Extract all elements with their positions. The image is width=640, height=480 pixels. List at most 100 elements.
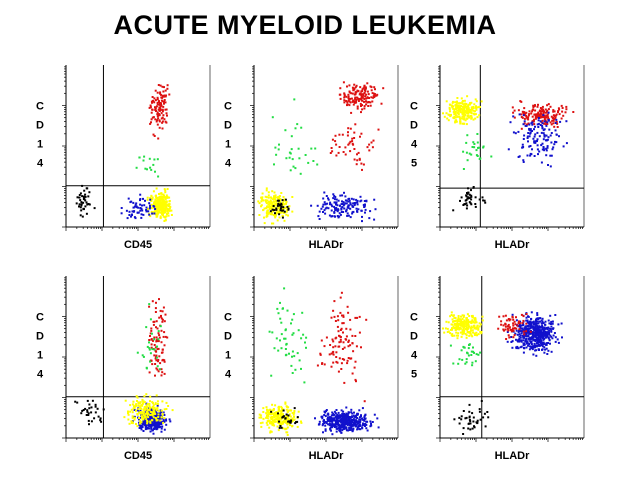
event-dot <box>470 112 473 115</box>
event-dot <box>162 335 165 338</box>
event-dot <box>141 423 144 426</box>
event-dot <box>317 215 320 218</box>
event-dot <box>340 425 343 428</box>
event-dot <box>356 417 359 419</box>
event-dot <box>460 335 463 338</box>
event-dot <box>155 204 158 207</box>
event-dot <box>446 117 449 120</box>
event-dot <box>166 84 169 87</box>
event-dot <box>156 158 159 161</box>
event-dot <box>152 100 155 103</box>
event-dot <box>454 121 457 124</box>
event-dot <box>474 333 477 335</box>
event-dot <box>150 408 152 411</box>
event-dot <box>459 327 462 330</box>
event-dot <box>470 153 473 156</box>
event-dot <box>534 331 537 334</box>
event-dot <box>273 418 276 421</box>
event-dot <box>554 122 557 124</box>
event-dot <box>331 425 333 428</box>
event-dot <box>272 200 275 203</box>
event-dot <box>540 112 542 115</box>
event-dot <box>133 210 136 213</box>
event-dot <box>470 106 473 109</box>
event-dot <box>151 116 154 119</box>
event-dot <box>134 203 137 206</box>
event-dot <box>360 93 362 96</box>
event-dot <box>82 409 85 411</box>
event-dot <box>168 93 171 96</box>
event-dot <box>324 420 327 423</box>
event-dot <box>166 188 169 190</box>
event-dot <box>525 333 528 336</box>
event-dot <box>261 196 264 199</box>
event-dot <box>332 412 335 415</box>
event-dot <box>526 341 529 344</box>
event-dot <box>553 143 556 146</box>
event-dot <box>531 130 533 132</box>
event-dot <box>341 348 344 350</box>
event-dot <box>128 422 131 425</box>
event-dot <box>278 213 281 216</box>
event-dot <box>154 307 157 310</box>
event-dot <box>323 209 326 212</box>
event-dot <box>529 145 532 147</box>
event-dot <box>359 428 362 431</box>
event-dot <box>464 325 467 328</box>
event-dot <box>537 327 540 330</box>
event-dot <box>282 202 285 205</box>
event-dot <box>164 216 166 219</box>
event-dot <box>372 96 375 99</box>
event-dot <box>534 109 537 112</box>
event-dot <box>139 419 142 422</box>
event-dot <box>479 330 482 333</box>
event-dot <box>159 84 162 87</box>
event-dot <box>480 100 483 103</box>
event-dot <box>527 344 530 347</box>
event-dot <box>458 328 461 330</box>
event-dot <box>270 200 272 203</box>
event-dot <box>360 414 362 417</box>
event-dot <box>267 415 270 417</box>
event-dot <box>457 332 460 335</box>
event-dot <box>365 103 368 106</box>
event-dot <box>269 210 272 213</box>
event-dot <box>277 212 280 215</box>
event-dot <box>341 200 343 203</box>
event-dot <box>550 132 553 134</box>
event-dot <box>148 106 151 109</box>
event-dot <box>286 431 289 434</box>
event-dot <box>468 419 471 421</box>
event-dot <box>459 102 462 105</box>
event-dot <box>522 138 525 140</box>
event-dot <box>552 110 555 113</box>
event-dot <box>547 349 550 352</box>
event-dot <box>565 108 568 111</box>
event-dot <box>144 167 147 170</box>
event-dot <box>361 168 363 171</box>
event-dot <box>273 414 276 417</box>
event-dot <box>276 204 279 207</box>
event-dot <box>329 201 332 204</box>
event-dot <box>323 363 326 366</box>
event-dot <box>140 404 143 407</box>
event-dot <box>537 322 540 325</box>
event-dot <box>167 214 170 217</box>
event-dot <box>166 87 169 90</box>
event-dot <box>300 420 302 423</box>
event-dot <box>465 105 468 108</box>
event-dot <box>360 162 363 165</box>
event-dot <box>81 409 84 412</box>
event-dot <box>269 431 272 434</box>
event-dot <box>151 429 154 432</box>
event-dot <box>541 122 544 125</box>
event-dot <box>144 420 147 423</box>
event-dot <box>163 417 166 420</box>
event-dot <box>504 328 507 331</box>
event-dot <box>276 416 279 419</box>
event-dot <box>469 110 472 112</box>
event-dot <box>354 335 357 337</box>
event-dot <box>532 108 535 111</box>
event-dot <box>546 145 549 148</box>
